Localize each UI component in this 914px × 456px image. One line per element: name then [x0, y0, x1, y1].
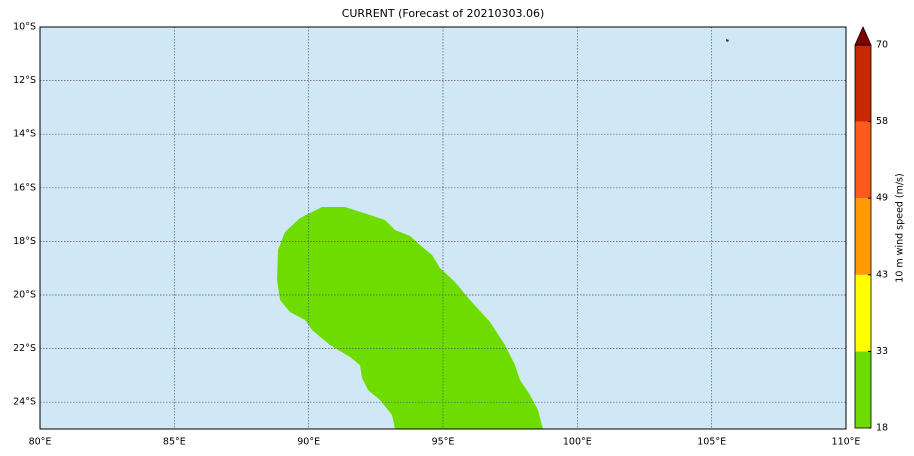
colorbar-tick-label: 58 — [876, 116, 888, 127]
map-frame — [39, 26, 847, 430]
x-tick-label: 80°E — [29, 437, 52, 448]
colorbar-label: 10 m wind speed (m/s) — [895, 173, 906, 282]
y-tick-label: 20°S — [13, 290, 36, 301]
colorbar-bin — [855, 45, 871, 122]
x-tick-label: 95°E — [432, 437, 455, 448]
island — [726, 39, 729, 42]
colorbar-bin — [855, 351, 871, 428]
y-tick-label: 16°S — [13, 182, 36, 193]
colorbar-bin — [855, 121, 871, 199]
colorbar-tick-label: 49 — [876, 193, 888, 204]
y-tick-label: 18°S — [13, 236, 36, 247]
colorbar-bin — [855, 274, 871, 352]
colorbar-bin — [855, 198, 871, 275]
wind-area — [277, 207, 543, 429]
y-tick-label: 24°S — [13, 397, 36, 408]
x-tick-label: 100°E — [563, 437, 592, 448]
x-tick-label: 110°E — [832, 437, 861, 448]
colorbar-tick-label: 70 — [876, 40, 888, 51]
x-tick-label: 85°E — [163, 437, 186, 448]
x-tick-label: 105°E — [697, 437, 726, 448]
y-tick-label: 12°S — [13, 75, 36, 86]
colorbar-extend — [854, 26, 872, 46]
y-tick-label: 14°S — [13, 129, 36, 140]
colorbar-tick-label: 43 — [876, 269, 888, 280]
colorbar-tick-label: 18 — [876, 423, 888, 434]
colorbar-frame — [854, 44, 872, 429]
y-tick-label: 10°S — [13, 22, 36, 33]
map-title: CURRENT (Forecast of 20210303.06) — [342, 7, 545, 20]
y-tick-label: 22°S — [13, 343, 36, 354]
x-tick-label: 90°E — [297, 437, 320, 448]
colorbar-tick-label: 33 — [876, 346, 888, 357]
